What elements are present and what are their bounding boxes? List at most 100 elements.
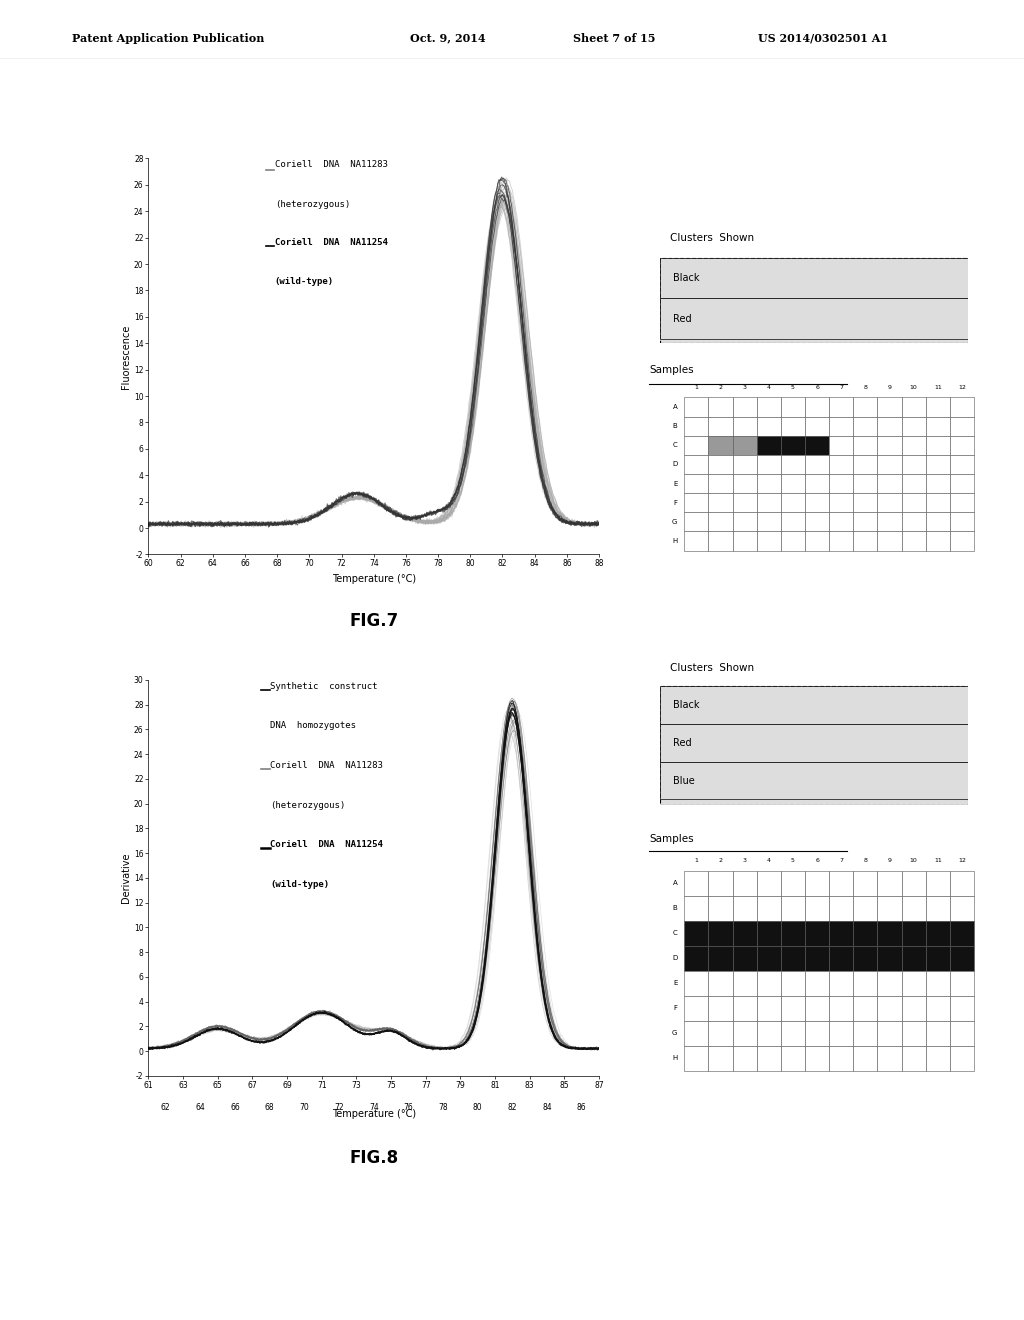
Bar — [878, 532, 901, 550]
Bar — [829, 397, 853, 417]
Bar — [709, 532, 732, 550]
Bar — [853, 1045, 878, 1071]
Bar — [950, 436, 974, 455]
Text: F: F — [673, 500, 677, 506]
Bar — [709, 417, 732, 436]
Bar — [781, 896, 805, 921]
Bar — [829, 1020, 853, 1045]
Text: F: F — [673, 1006, 677, 1011]
Bar — [732, 1045, 757, 1071]
Bar — [709, 474, 732, 494]
Bar — [926, 494, 950, 512]
Text: 1: 1 — [694, 858, 698, 863]
Bar — [684, 532, 709, 550]
Bar — [901, 945, 926, 970]
Text: DNA  homozygotes: DNA homozygotes — [270, 722, 356, 730]
Bar — [829, 512, 853, 532]
Text: G: G — [672, 519, 677, 525]
Bar — [732, 474, 757, 494]
Text: H: H — [672, 1056, 677, 1061]
Bar — [829, 455, 853, 474]
Bar — [829, 896, 853, 921]
Bar — [732, 512, 757, 532]
Bar — [781, 945, 805, 970]
Text: Oct. 9, 2014: Oct. 9, 2014 — [410, 33, 485, 44]
Y-axis label: Derivative: Derivative — [121, 853, 131, 903]
Text: 66: 66 — [230, 1104, 240, 1111]
Bar — [684, 1020, 709, 1045]
Bar — [853, 1020, 878, 1045]
Bar — [829, 417, 853, 436]
Bar — [684, 397, 709, 417]
Text: Patent Application Publication: Patent Application Publication — [72, 33, 264, 44]
Bar — [878, 494, 901, 512]
Bar — [781, 455, 805, 474]
Text: Samples: Samples — [649, 364, 693, 375]
Text: 8: 8 — [863, 858, 867, 863]
Bar — [732, 436, 757, 455]
Text: 68: 68 — [265, 1104, 274, 1111]
Text: FIG.7: FIG.7 — [349, 611, 398, 630]
Text: 76: 76 — [403, 1104, 414, 1111]
Bar — [781, 417, 805, 436]
Bar — [901, 970, 926, 995]
Text: 6: 6 — [815, 858, 819, 863]
Bar — [926, 995, 950, 1020]
Bar — [950, 494, 974, 512]
Bar — [805, 896, 829, 921]
Bar — [901, 995, 926, 1020]
Text: Coriell  DNA  NA11254: Coriell DNA NA11254 — [270, 841, 383, 849]
Bar — [757, 871, 781, 896]
Text: D: D — [672, 956, 677, 961]
Bar — [878, 397, 901, 417]
Text: E: E — [673, 480, 677, 487]
Text: 82: 82 — [508, 1104, 517, 1111]
Bar — [660, 298, 968, 339]
Bar — [781, 436, 805, 455]
Bar — [757, 1045, 781, 1071]
Bar — [805, 512, 829, 532]
Bar — [709, 397, 732, 417]
Text: C: C — [673, 931, 677, 936]
Bar — [781, 1045, 805, 1071]
Bar — [732, 995, 757, 1020]
Bar — [805, 970, 829, 995]
Bar — [732, 532, 757, 550]
Bar — [950, 896, 974, 921]
Bar — [878, 512, 901, 532]
Bar — [660, 762, 968, 800]
Bar — [950, 397, 974, 417]
Bar — [709, 494, 732, 512]
Bar — [901, 1045, 926, 1071]
Bar — [732, 970, 757, 995]
Bar — [805, 397, 829, 417]
Text: Coriell  DNA  NA11254: Coriell DNA NA11254 — [274, 238, 387, 247]
Bar — [901, 494, 926, 512]
Text: 70: 70 — [300, 1104, 309, 1111]
Bar — [950, 455, 974, 474]
Bar — [853, 474, 878, 494]
Bar — [757, 417, 781, 436]
Bar — [732, 896, 757, 921]
Bar — [660, 686, 968, 723]
Bar — [805, 1020, 829, 1045]
Bar — [926, 871, 950, 896]
Bar — [757, 532, 781, 550]
Bar — [805, 921, 829, 945]
Text: 62: 62 — [161, 1104, 171, 1111]
Text: 7: 7 — [840, 385, 843, 389]
Text: 4: 4 — [767, 385, 771, 389]
Bar — [950, 474, 974, 494]
Bar — [709, 945, 732, 970]
Bar — [926, 896, 950, 921]
Text: 84: 84 — [543, 1104, 552, 1111]
Bar — [878, 417, 901, 436]
Bar — [709, 1045, 732, 1071]
Bar — [732, 494, 757, 512]
Bar — [684, 871, 709, 896]
Bar — [757, 436, 781, 455]
Bar — [926, 921, 950, 945]
Bar — [709, 512, 732, 532]
Bar — [684, 970, 709, 995]
Text: 86: 86 — [577, 1104, 587, 1111]
